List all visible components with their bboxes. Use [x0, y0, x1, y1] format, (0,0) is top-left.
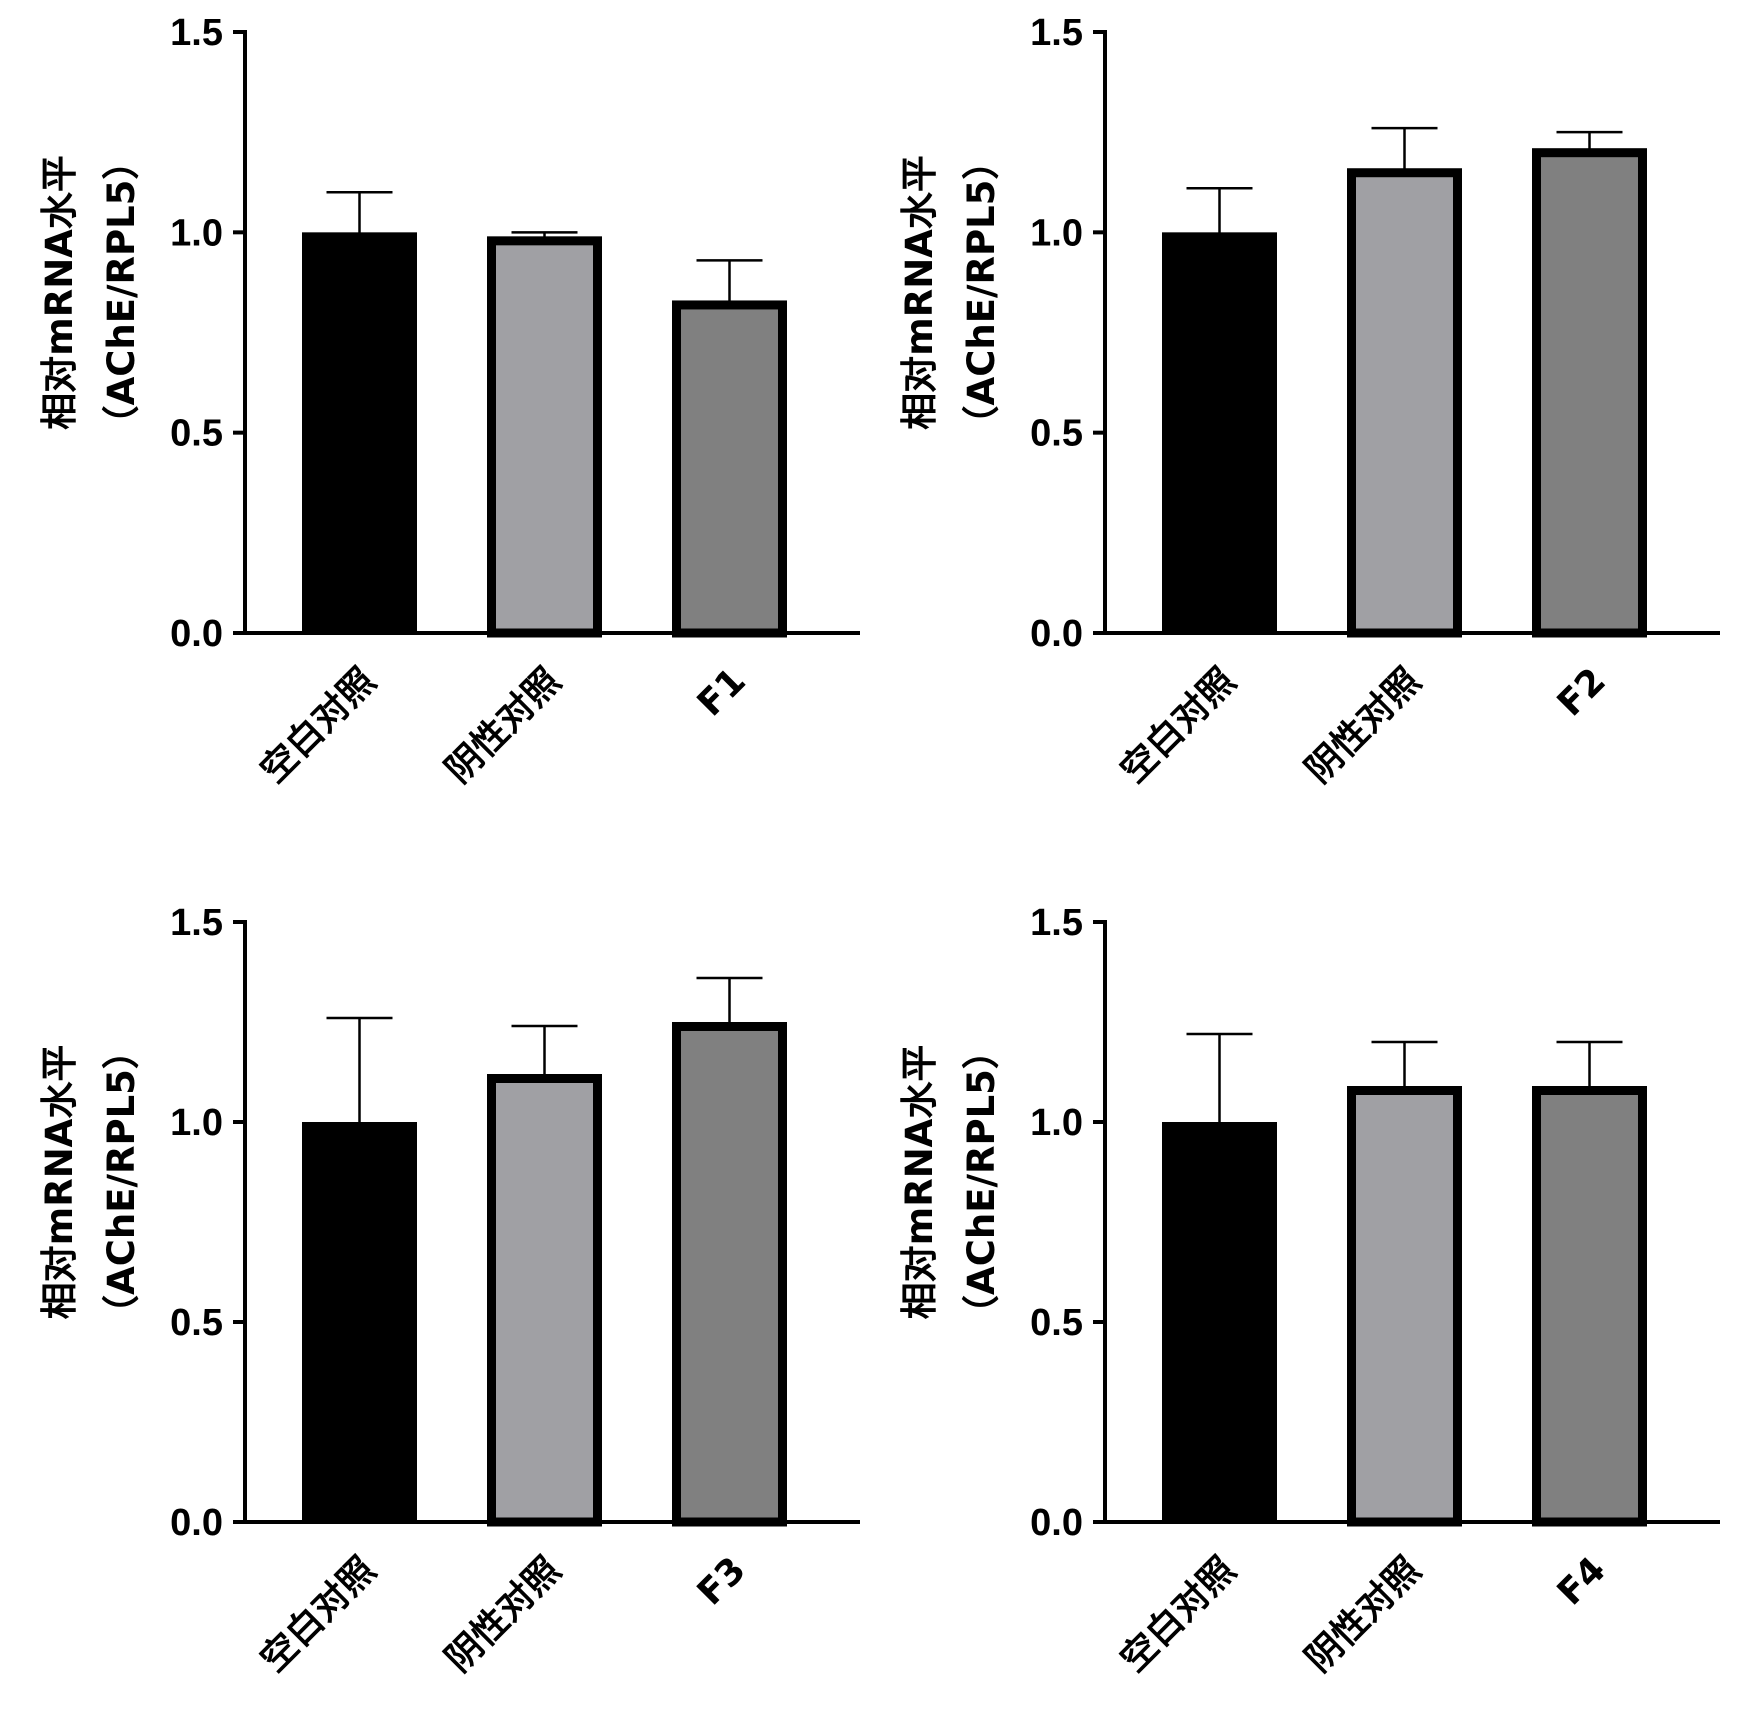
chart-panel-2: 0.0 0.5 1.0 1.5 空白对照 阴性对照 F2 相对mRNA水平 （AChE/RPL5…	[898, 12, 1720, 791]
chart-panel-4: 0.0 0.5 1.0 1.5 空白对照 阴性对照 F4 相对mRNA水平 （AChE/RPL5…	[898, 902, 1720, 1680]
bar	[1162, 1122, 1277, 1522]
y-tick-label: 1.0	[170, 1102, 223, 1144]
x-category-label: 空白对照	[253, 660, 384, 791]
bar	[672, 300, 787, 638]
y-tick-label: 1.5	[1030, 12, 1083, 54]
y-tick-label: 0.5	[170, 413, 223, 455]
x-category-label: F4	[1550, 1549, 1614, 1613]
x-category-label: F1	[690, 660, 754, 724]
y-axis-title: 相对mRNA水平	[898, 155, 941, 430]
bar	[487, 1074, 602, 1527]
x-category-label: F2	[1550, 660, 1614, 724]
x-category-label: 空白对照	[253, 1549, 384, 1680]
x-category-label: F3	[690, 1549, 754, 1613]
y-axis-title: （AChE/RPL5）	[960, 1032, 1003, 1332]
y-tick-label: 0.0	[170, 613, 223, 655]
y-tick-label: 0.5	[1030, 413, 1083, 455]
chart-panel-3: 0.0 0.5 1.0 1.5 空白对照 阴性对照 F3 相对mRNA水平 （AChE/RPL5…	[38, 902, 860, 1680]
y-tick-label: 1.0	[1030, 212, 1083, 254]
y-tick-label: 0.5	[1030, 1302, 1083, 1344]
y-tick-label: 1.0	[1030, 1102, 1083, 1144]
bar	[1532, 148, 1647, 638]
y-tick-label: 1.5	[170, 12, 223, 54]
y-tick-label: 1.5	[170, 902, 223, 944]
y-tick-label: 0.0	[1030, 613, 1083, 655]
y-axis-title: （AChE/RPL5）	[960, 143, 1003, 443]
x-category-label: 阴性对照	[1298, 660, 1429, 791]
bar	[487, 236, 602, 638]
x-category-label: 阴性对照	[438, 660, 569, 791]
bar	[1347, 168, 1462, 638]
bar	[1162, 232, 1277, 634]
x-category-label: 阴性对照	[438, 1549, 569, 1680]
y-tick-label: 0.5	[170, 1302, 223, 1344]
y-axis-title: 相对mRNA水平	[38, 1045, 81, 1320]
y-tick-label: 1.5	[1030, 902, 1083, 944]
x-category-label: 空白对照	[1113, 1549, 1244, 1680]
y-axis-title: （AChE/RPL5）	[100, 143, 143, 443]
chart-panel-1: 0.0 0.5 1.0 1.5 空白对照 阴性对照 F1 相对mRNA水平 （AChE/RPL5…	[38, 12, 860, 791]
y-axis-title: （AChE/RPL5）	[100, 1032, 143, 1332]
y-axis-title: 相对mRNA水平	[38, 155, 81, 430]
bar	[1532, 1086, 1647, 1527]
y-tick-label: 0.0	[1030, 1502, 1083, 1544]
bar	[672, 1022, 787, 1527]
y-tick-label: 0.0	[170, 1502, 223, 1544]
bar	[1347, 1086, 1462, 1527]
y-tick-label: 1.0	[170, 212, 223, 254]
bar	[302, 1122, 417, 1522]
x-category-label: 空白对照	[1113, 660, 1244, 791]
bar	[302, 232, 417, 634]
x-category-label: 阴性对照	[1298, 1549, 1429, 1680]
y-axis-title: 相对mRNA水平	[898, 1045, 941, 1320]
